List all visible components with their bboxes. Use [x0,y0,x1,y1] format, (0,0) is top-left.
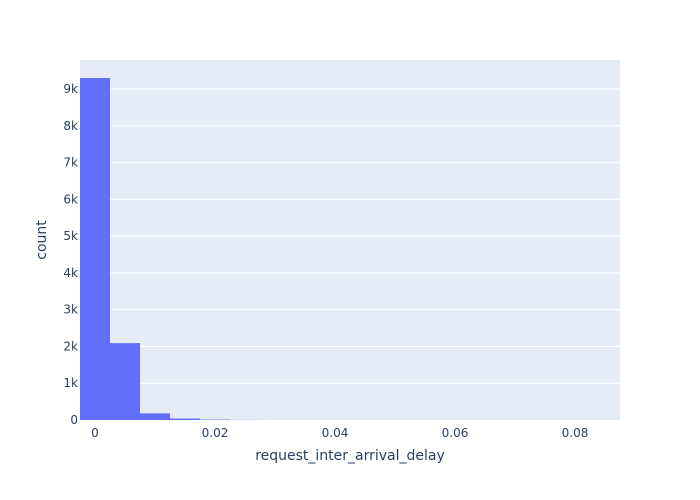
y-tick-label: 7k [63,156,78,170]
y-tick-label: 5k [63,229,78,243]
y-tick-label: 0 [70,413,78,427]
y-tick-label: 9k [63,82,78,96]
histogram-bar [170,418,200,420]
histogram-bar [140,413,170,420]
y-tick-label: 4k [63,266,78,280]
y-tick-label: 8k [63,119,78,133]
y-tick-label: 3k [63,303,78,317]
y-axis-ticks: 0 1k 2k 3k 4k 5k 6k 7k 8k 9k [63,82,78,427]
y-axis-title: count [34,220,50,260]
gridlines [80,88,620,384]
x-tick-label: 0 [91,426,99,440]
y-tick-label: 6k [63,192,78,206]
x-tick-label: 0.02 [202,426,229,440]
x-axis-ticks: 0 0.02 0.04 0.06 0.08 [91,426,588,440]
plot-background [80,60,620,420]
y-tick-label: 1k [63,376,78,390]
histogram-bars [80,77,620,420]
y-tick-label: 2k [63,339,78,353]
histogram-bar [110,343,140,420]
x-tick-label: 0.04 [322,426,349,440]
x-axis-title: request_inter_arrival_delay [255,448,445,464]
histogram-bar [80,77,110,420]
x-tick-label: 0.08 [562,426,589,440]
x-tick-label: 0.06 [442,426,469,440]
